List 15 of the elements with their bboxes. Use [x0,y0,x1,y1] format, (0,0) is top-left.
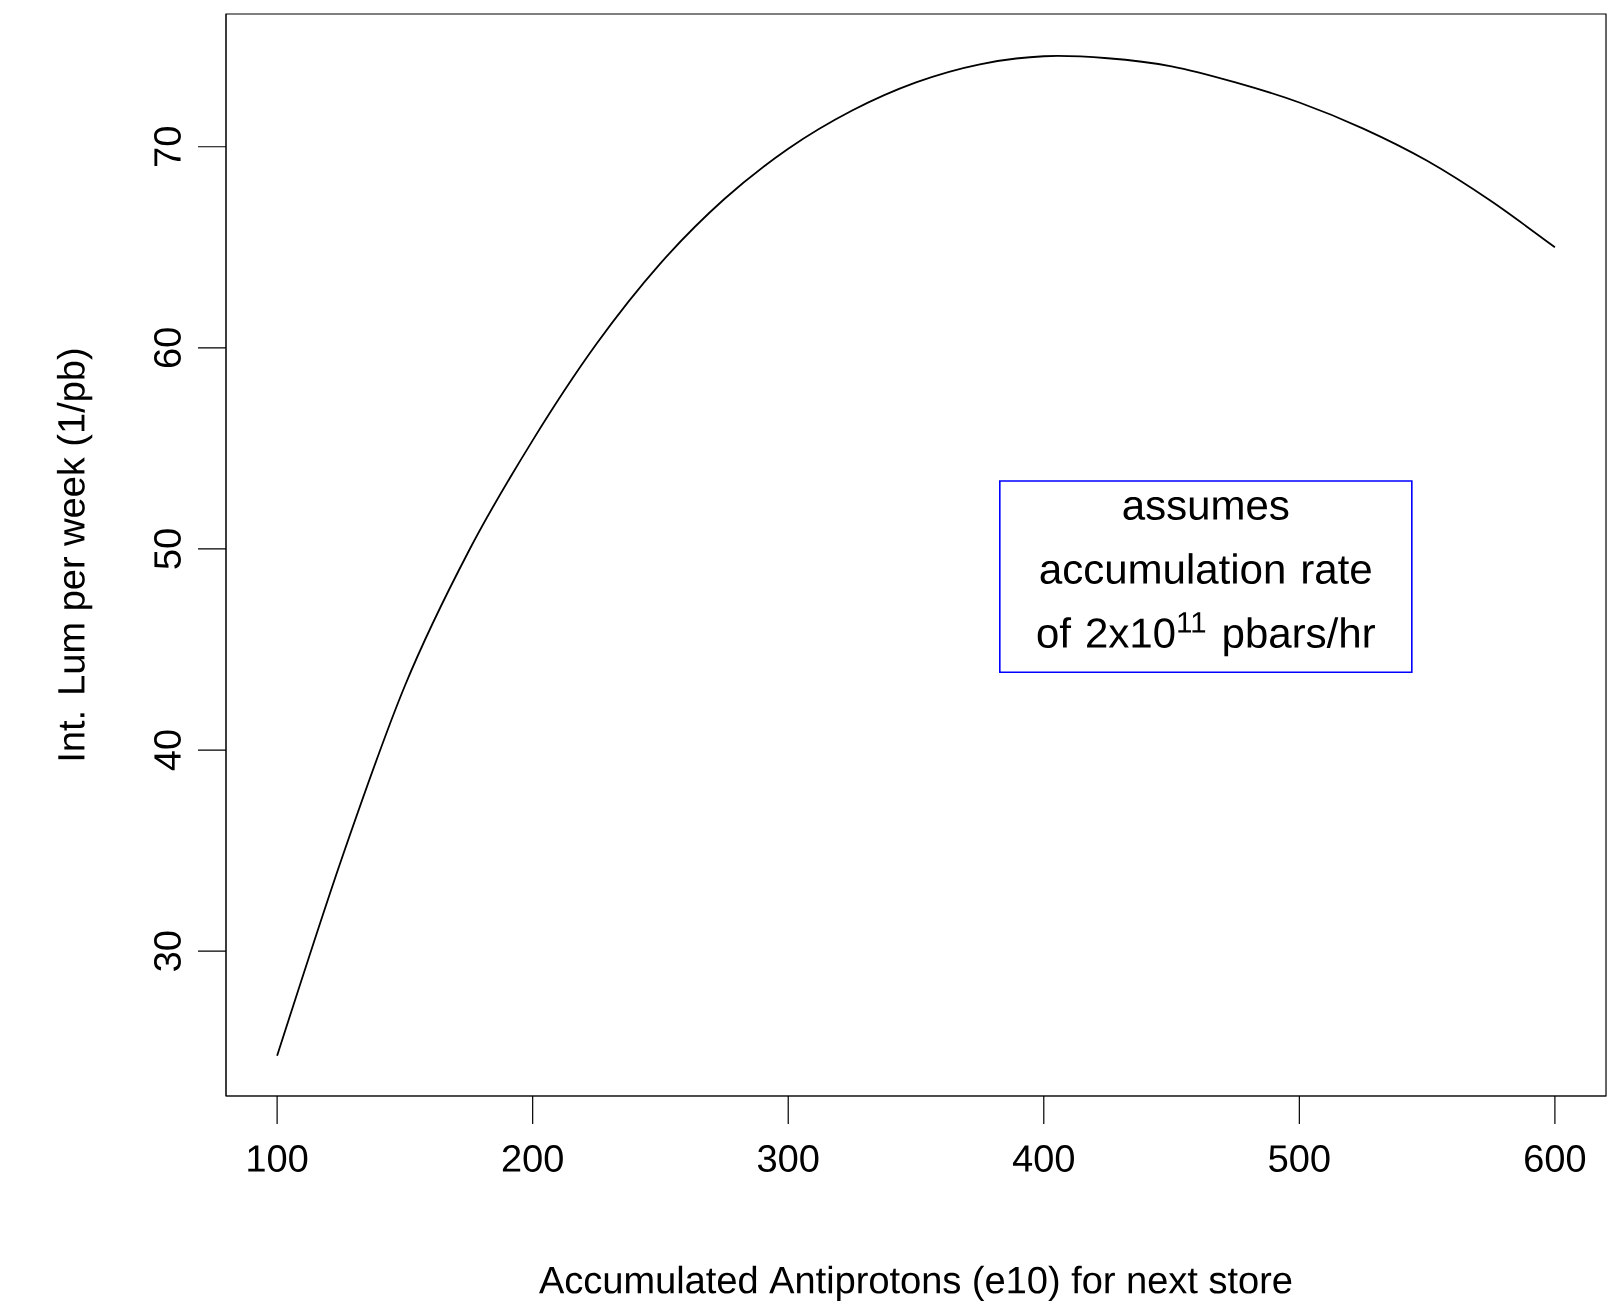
y-axis-title: Int. Lum per week (1/pb) [56,349,93,760]
y-tick-label: 70 [154,127,181,166]
x-axis-title: Accumulated Antiprotons (e10) for next store [539,1265,1292,1302]
x-tick-label: 400 [1012,1145,1074,1172]
y-tick-label: 30 [154,931,181,971]
y-tick-label: 60 [154,328,181,368]
x-tick-label: 300 [757,1145,819,1172]
y-tick-label: 40 [154,730,181,771]
x-tick-label: 200 [502,1145,563,1172]
line-series [276,55,1556,1057]
y-tick-label: 50 [154,529,181,569]
x-tick-label: 600 [1525,1145,1586,1172]
annotation: assumes accumulation rate of 2x10$^{11}$ pbars/hr [1037,497,1375,657]
x-tick-label: 100 [248,1145,308,1172]
x-tick-label: 500 [1269,1145,1330,1172]
